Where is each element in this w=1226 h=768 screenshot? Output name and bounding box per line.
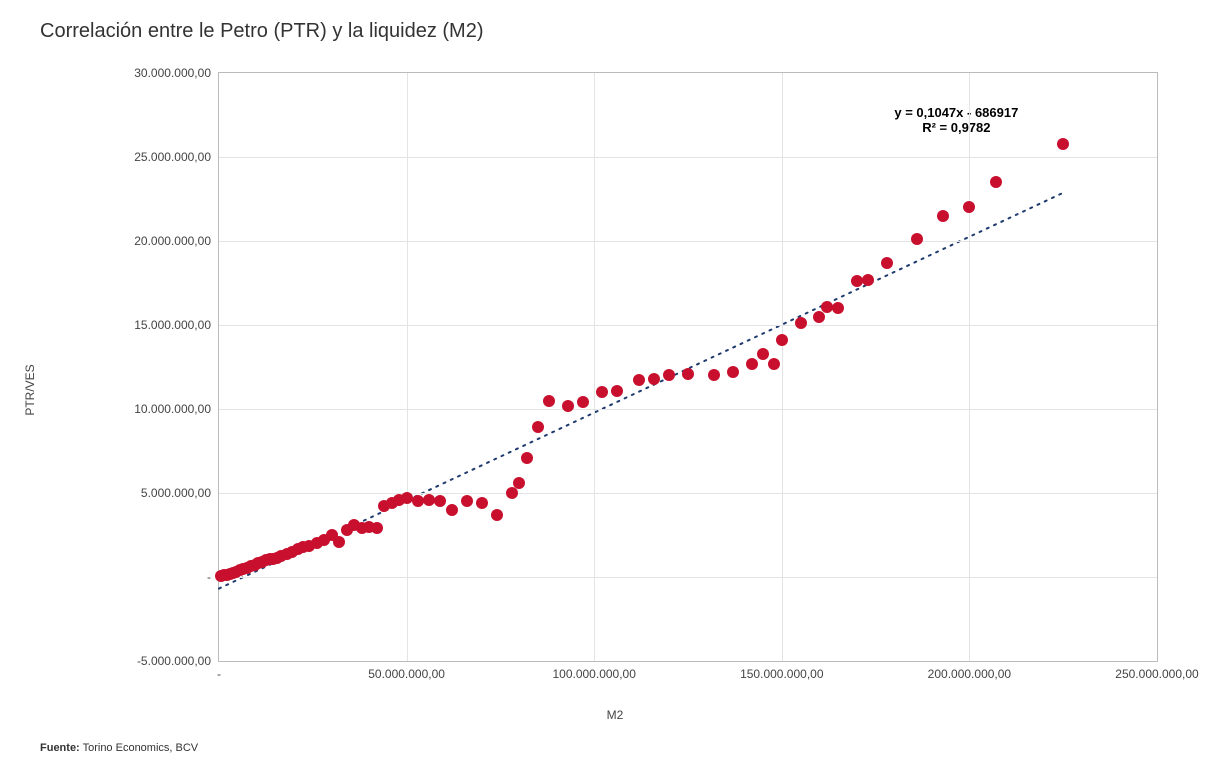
gridline-h xyxy=(219,409,1157,410)
data-point xyxy=(633,374,645,386)
x-tick-label: 50.000.000,00 xyxy=(368,667,445,681)
data-point xyxy=(757,348,769,360)
data-point xyxy=(776,334,788,346)
y-tick-label: - xyxy=(207,570,211,584)
data-point xyxy=(682,368,694,380)
source-text: Torino Economics, BCV xyxy=(80,742,198,754)
data-point xyxy=(412,495,424,507)
plot-area: y = 0,1047x - 686917 R² = 0,9782 -5.000.… xyxy=(218,72,1158,662)
x-tick-label: 250.000.000,00 xyxy=(1115,667,1198,681)
y-tick-label: -5.000.000,00 xyxy=(137,654,211,668)
x-tick-label: - xyxy=(217,667,221,681)
data-point xyxy=(768,358,780,370)
data-point xyxy=(596,386,608,398)
gridline-v xyxy=(594,73,595,661)
data-point xyxy=(611,385,623,397)
x-tick-label: 150.000.000,00 xyxy=(740,667,823,681)
data-point xyxy=(543,395,555,407)
data-point xyxy=(963,201,975,213)
data-point xyxy=(333,536,345,548)
data-point xyxy=(423,494,435,506)
data-point xyxy=(663,369,675,381)
data-point xyxy=(401,492,413,504)
data-point xyxy=(862,274,874,286)
r-squared-text: R² = 0,9782 xyxy=(894,120,1018,135)
y-tick-label: 25.000.000,00 xyxy=(134,150,211,164)
data-point xyxy=(851,275,863,287)
data-point xyxy=(648,373,660,385)
data-point xyxy=(371,522,383,534)
data-point xyxy=(708,369,720,381)
chart-title: Correlación entre le Petro (PTR) y la li… xyxy=(40,20,484,43)
data-point xyxy=(446,504,458,516)
data-point xyxy=(821,301,833,313)
x-tick-label: 100.000.000,00 xyxy=(552,667,635,681)
data-point xyxy=(911,233,923,245)
source-label: Fuente: xyxy=(40,742,80,754)
x-tick-label: 200.000.000,00 xyxy=(928,667,1011,681)
gridline-h xyxy=(219,157,1157,158)
data-point xyxy=(562,400,574,412)
equation-text: y = 0,1047x - 686917 xyxy=(894,105,1018,120)
gridline-v xyxy=(969,73,970,661)
data-point xyxy=(506,487,518,499)
x-axis-label: M2 xyxy=(607,708,624,722)
data-point xyxy=(532,421,544,433)
data-point xyxy=(937,210,949,222)
data-point xyxy=(832,302,844,314)
gridline-v xyxy=(407,73,408,661)
data-point xyxy=(795,317,807,329)
gridline-h xyxy=(219,493,1157,494)
gridline-h xyxy=(219,241,1157,242)
data-point xyxy=(577,396,589,408)
data-point xyxy=(813,311,825,323)
data-point xyxy=(434,495,446,507)
y-tick-label: 15.000.000,00 xyxy=(134,318,211,332)
regression-equation: y = 0,1047x - 686917 R² = 0,9782 xyxy=(894,105,1018,135)
y-tick-label: 10.000.000,00 xyxy=(134,402,211,416)
chart-container: PTR/VES y = 0,1047x - 686917 R² = 0,9782… xyxy=(40,60,1190,720)
data-point xyxy=(990,176,1002,188)
gridline-h xyxy=(219,325,1157,326)
data-point xyxy=(1057,138,1069,150)
y-tick-label: 30.000.000,00 xyxy=(134,66,211,80)
data-point xyxy=(727,366,739,378)
y-axis-label: PTR/VES xyxy=(23,364,37,415)
data-point xyxy=(491,509,503,521)
y-tick-label: 20.000.000,00 xyxy=(134,234,211,248)
data-point xyxy=(513,477,525,489)
data-point xyxy=(521,452,533,464)
gridline-v xyxy=(782,73,783,661)
data-point xyxy=(881,257,893,269)
data-point xyxy=(476,497,488,509)
y-tick-label: 5.000.000,00 xyxy=(141,486,211,500)
data-point xyxy=(746,358,758,370)
source-footer: Fuente: Torino Economics, BCV xyxy=(40,742,198,754)
gridline-h xyxy=(219,577,1157,578)
data-point xyxy=(461,495,473,507)
